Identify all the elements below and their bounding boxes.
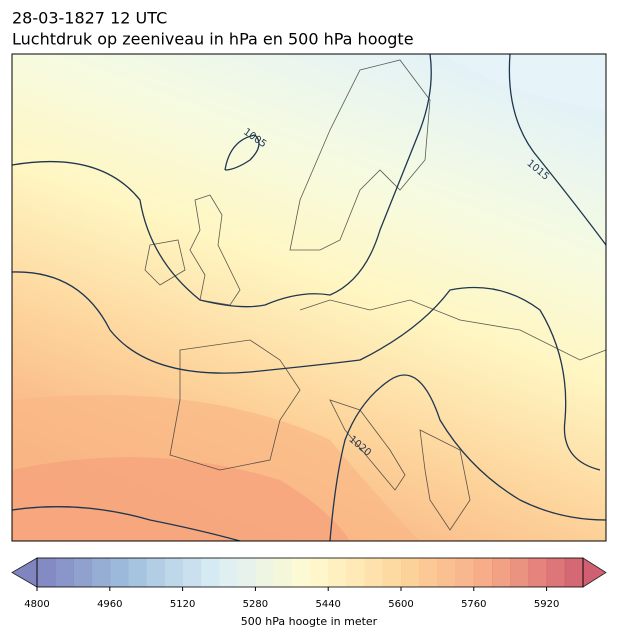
coastline — [329, 399, 406, 491]
colorbar-tick-label: 5760 — [461, 599, 486, 610]
colorbar-segment — [109, 558, 129, 587]
colorbar-segment — [419, 558, 438, 587]
colorbar-segment — [546, 558, 566, 587]
colorbar-segment — [328, 558, 347, 587]
colorbar-label: 500 hPa hoogte in meter — [241, 615, 378, 628]
colorbar-segment — [273, 558, 293, 587]
colorbar-segment — [128, 558, 147, 587]
map-frame — [11, 53, 607, 542]
colorbar-segment — [237, 558, 256, 587]
colorbar-segment — [146, 558, 165, 587]
colorbar-segment — [310, 558, 329, 587]
isobar — [11, 506, 241, 542]
colorbar-segment — [455, 558, 475, 587]
coastline — [144, 239, 186, 286]
colorbar-tick-label: 5440 — [315, 599, 340, 610]
colorbar-tick-label: 4960 — [97, 599, 122, 610]
colorbar-tick-label: 5920 — [534, 599, 559, 610]
coastline — [299, 299, 607, 361]
colorbar: 4800 4960 5120 5280 5440 5600 5760 5920 — [11, 557, 607, 610]
colorbar-extend-high — [582, 557, 607, 588]
isobar — [11, 53, 432, 308]
coastline — [289, 59, 431, 251]
isobar — [11, 271, 601, 471]
colorbar-segment — [564, 558, 584, 587]
colorbar-segment — [401, 558, 420, 587]
isobar — [508, 53, 607, 246]
isobar — [224, 134, 260, 171]
height-band — [12, 457, 350, 541]
colorbar-segment — [55, 558, 74, 587]
colorbar-segment — [437, 558, 457, 587]
colorbar-tick-label: 5600 — [388, 599, 413, 610]
colorbar-segment — [510, 558, 529, 587]
colorbar-segment — [200, 558, 220, 587]
colorbar-segment — [219, 558, 238, 587]
colorbar-segment — [91, 558, 111, 587]
colorbar-segment — [291, 558, 311, 587]
colorbar-segment — [37, 558, 56, 587]
colorbar-tick-label: 4800 — [24, 599, 49, 610]
coastline — [419, 429, 471, 531]
colorbar-segment — [73, 558, 93, 587]
colorbar-extend-low — [11, 557, 38, 588]
colorbar-tick-label: 5120 — [170, 599, 195, 610]
map: 1005 1015 1020 — [11, 53, 607, 542]
colorbar-segment — [255, 558, 275, 587]
colorbar-segment — [364, 558, 384, 587]
colorbar-segment — [164, 558, 184, 587]
colorbar-segment — [492, 558, 511, 587]
coastline — [169, 339, 301, 471]
colorbar-segment — [182, 558, 202, 587]
colorbar-frame — [36, 557, 584, 588]
isobar — [329, 374, 607, 542]
title-line: 28-03-1827 12 UTC — [12, 9, 167, 28]
colorbar-segment — [528, 558, 548, 587]
colorbar-segment — [346, 558, 366, 587]
colorbar-tick-label: 5280 — [243, 599, 268, 610]
colorbar-segment — [382, 558, 402, 587]
subtitle-line: Luchtdruk op zeeniveau in hPa en 500 hPa… — [12, 30, 414, 49]
height-band — [440, 54, 606, 110]
colorbar-segment — [473, 558, 493, 587]
